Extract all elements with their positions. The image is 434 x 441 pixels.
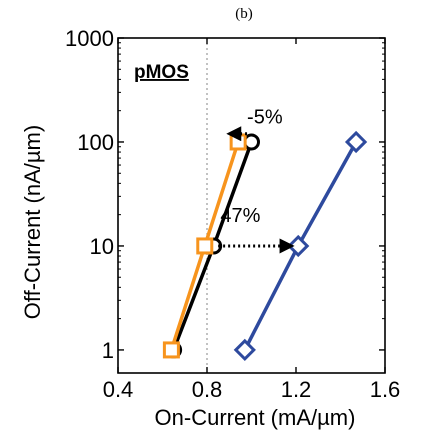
- y-tick-label: 1000: [65, 26, 114, 51]
- data-point-square: [162, 341, 180, 359]
- y-tick-label: 100: [77, 130, 114, 155]
- annotations: -5% 47%: [218, 107, 295, 254]
- y-axis-label: Off-Current (nA/µm): [20, 125, 45, 319]
- data-point-diamond: [287, 234, 310, 258]
- y-tick-label: 10: [90, 234, 114, 259]
- x-tick-label: 1.2: [281, 377, 312, 402]
- x-tick-label: 0.8: [192, 377, 223, 402]
- annotation-label: 47%: [220, 205, 260, 227]
- panel-label: (b): [235, 6, 253, 22]
- annotation-label: -5%: [247, 107, 283, 129]
- x-tick-label: 1.6: [370, 377, 401, 402]
- inset-title: pMOS: [134, 62, 189, 83]
- ticks: 0.4 0.8 1.2 1.6 1 10 100 1000: [65, 26, 400, 402]
- data-point-diamond: [233, 338, 256, 362]
- y-tick-label: 1: [102, 338, 114, 363]
- x-axis-label: On-Current (mA/µm): [155, 405, 356, 430]
- data-point-square: [196, 237, 214, 255]
- series-diamond: [233, 130, 368, 362]
- x-tick-label: 0.4: [103, 377, 134, 402]
- plot-frame: [117, 37, 386, 374]
- data-point-diamond: [344, 130, 368, 154]
- data-point-square: [229, 133, 247, 151]
- series-square: [162, 133, 247, 359]
